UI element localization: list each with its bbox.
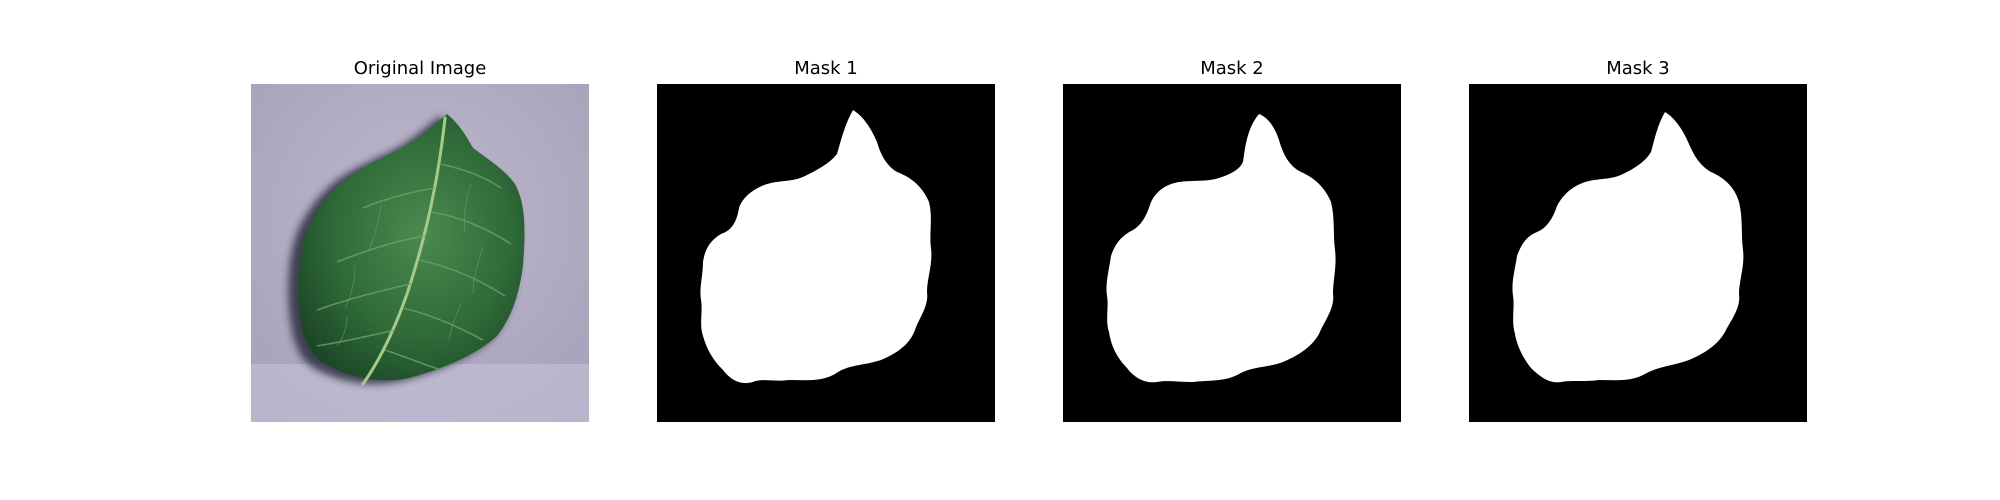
mask-1-title: Mask 1: [657, 58, 995, 79]
mask-2-title: Mask 2: [1063, 58, 1401, 79]
mask-3-image: [1469, 84, 1807, 422]
original-leaf-image: [251, 84, 589, 422]
mask-3-title: Mask 3: [1469, 58, 1807, 79]
mask-2-image: [1063, 84, 1401, 422]
mask-3-panel: Mask 3: [1469, 0, 1807, 500]
mask-1-panel: Mask 1: [657, 0, 995, 500]
original-image-title: Original Image: [251, 58, 589, 79]
original-image-panel: Original Image: [251, 0, 589, 500]
mask-2-panel: Mask 2: [1063, 0, 1401, 500]
mask-1-image: [657, 84, 995, 422]
